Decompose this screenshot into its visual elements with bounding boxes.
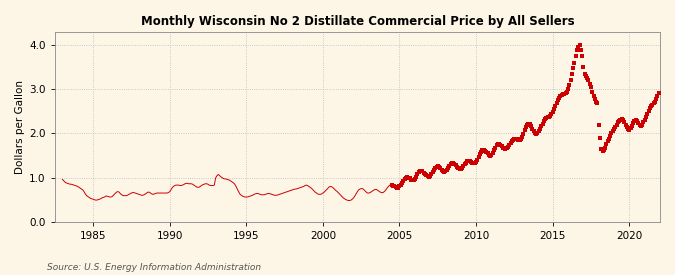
- Text: Source: U.S. Energy Information Administration: Source: U.S. Energy Information Administ…: [47, 263, 261, 272]
- Y-axis label: Dollars per Gallon: Dollars per Gallon: [15, 80, 25, 174]
- Title: Monthly Wisconsin No 2 Distillate Commercial Price by All Sellers: Monthly Wisconsin No 2 Distillate Commer…: [140, 15, 574, 28]
